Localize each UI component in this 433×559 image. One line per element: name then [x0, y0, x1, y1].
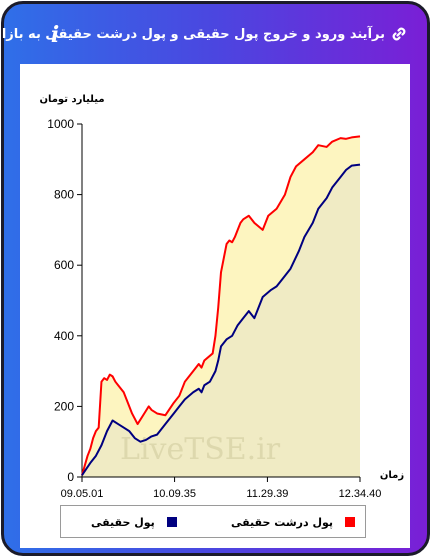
info-icon[interactable]: i [50, 22, 60, 48]
y-axis-label: میلیارد تومان [39, 94, 104, 105]
y-tick-label: 0 [67, 470, 74, 484]
legend-swatch-big-real-money [345, 517, 356, 527]
legend-swatch-real-money [166, 517, 177, 527]
y-tick-label: 400 [54, 329, 74, 343]
y-tick-label: 800 [54, 188, 74, 202]
card-header: برآیند ورود و خروج پول حقیقی و پول درشت … [0, 4, 427, 64]
chart-plot: LiveTSE.ir 0 200 400 600 800 1000 09.05.01 10.09… [39, 94, 404, 500]
watermark: LiveTSE.ir [120, 432, 281, 467]
y-tick-label: 1000 [47, 117, 74, 131]
y-tick-label: 600 [54, 258, 74, 272]
plot-panel: LiveTSE.ir 0 200 400 600 800 1000 09.05.01 10.09… [20, 64, 410, 548]
area-fill-real-money [82, 164, 360, 477]
chart-title: برآیند ورود و خروج پول حقیقی و پول درشت … [0, 26, 385, 42]
x-tick-label: 11.29.39 [246, 488, 288, 500]
x-axis-label: زمان [380, 470, 404, 481]
x-tick-label: 12.34.40 [339, 488, 382, 500]
y-tick-label: 200 [54, 399, 74, 413]
legend-label-real-money: پول حقیقی [91, 515, 155, 529]
series-line-big-real-money [81, 135, 361, 476]
series-line-real-money [81, 163, 361, 476]
legend-label-big-real-money: پول درشت حقیقی [231, 515, 334, 529]
legend-item-big-real-money: پول درشت حقیقی [231, 514, 356, 530]
x-tick-label: 10.09.35 [153, 488, 196, 500]
legend-item-real-money: پول حقیقی [91, 514, 177, 530]
chart-legend: پول درشت حقیقی پول حقیقی [60, 505, 366, 538]
x-tick-label: 09.05.01 [61, 488, 104, 500]
link-icon[interactable] [389, 24, 409, 44]
